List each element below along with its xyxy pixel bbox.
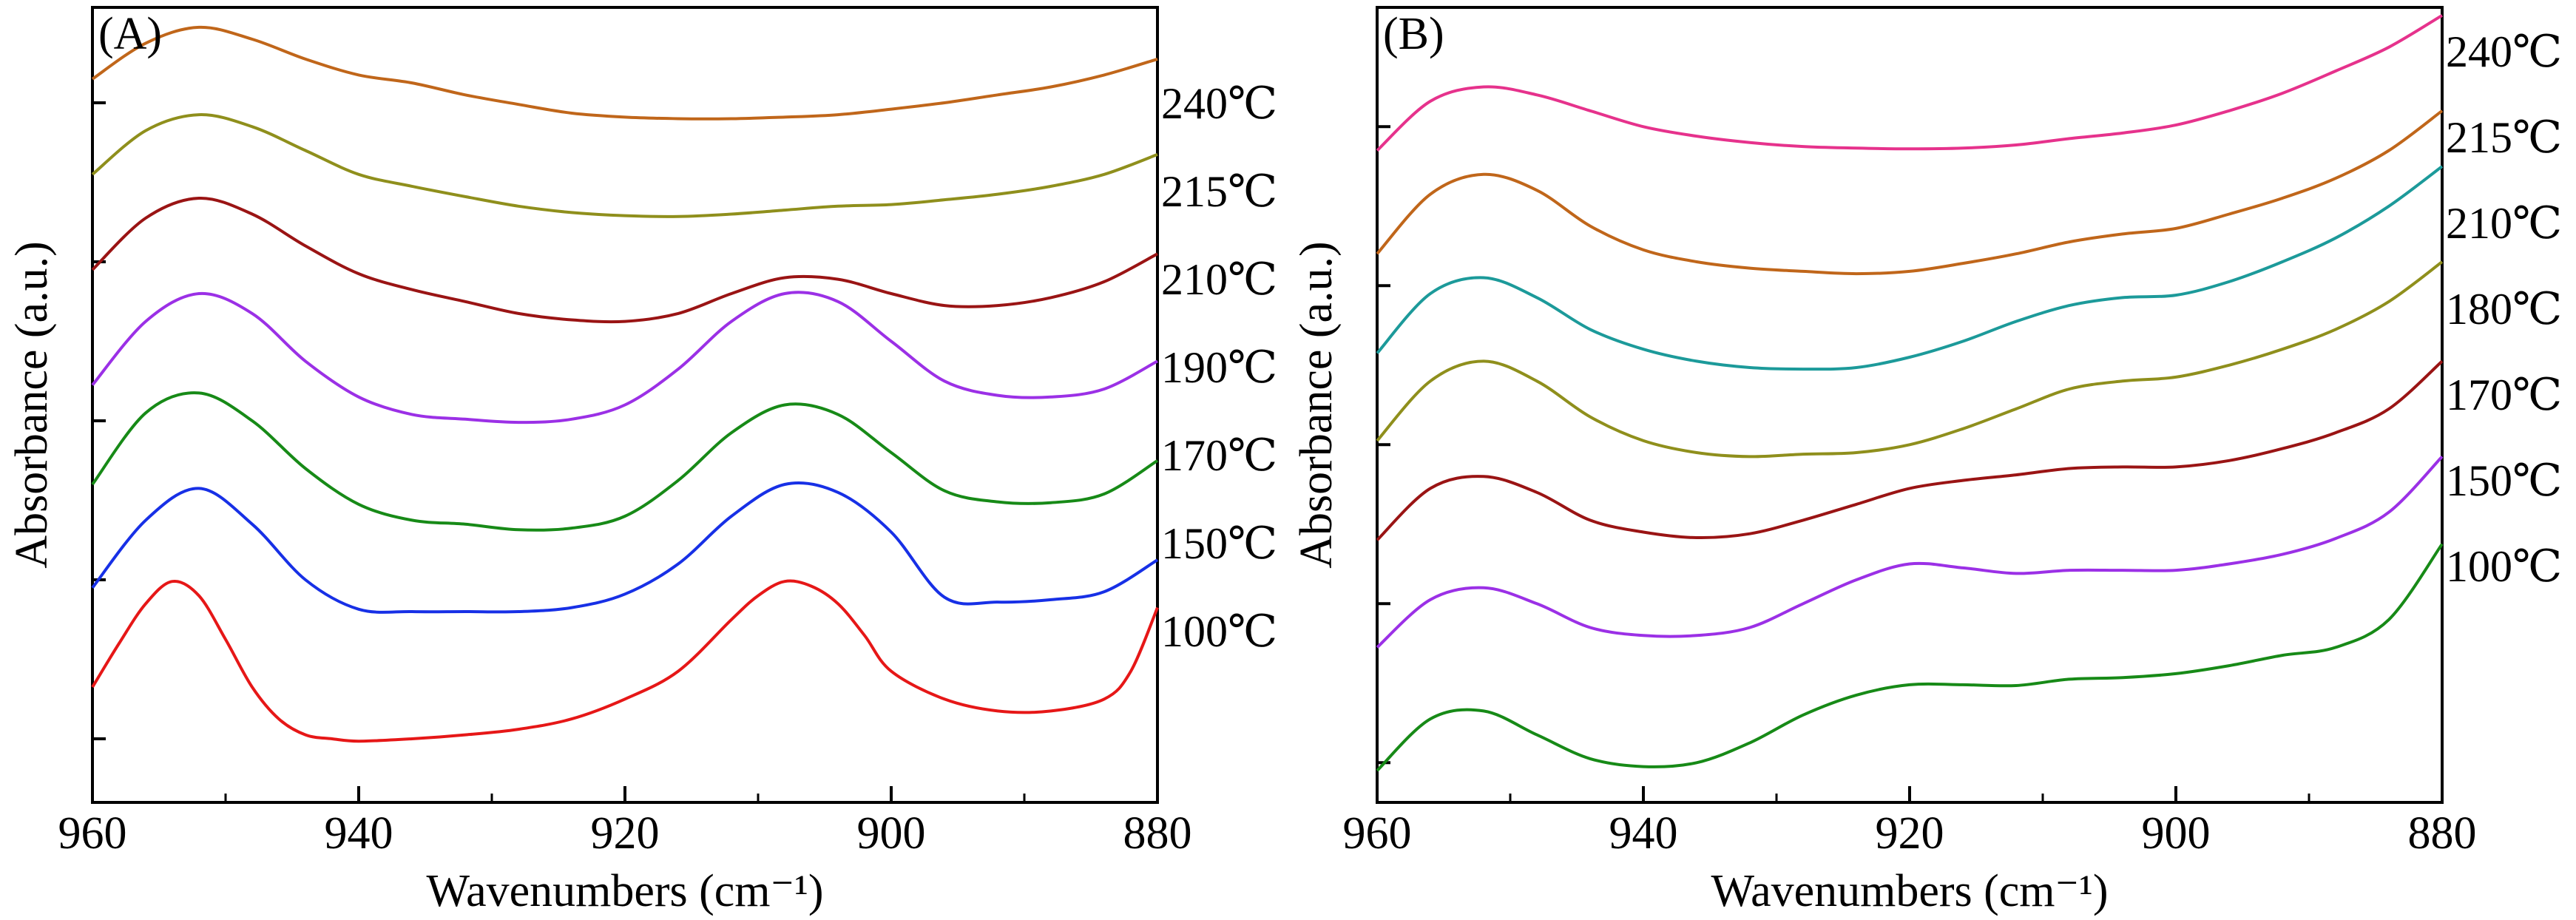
x-axis-label-a: Wavenumbers (cm⁻¹) <box>427 866 824 916</box>
series-label: 150℃ <box>2446 456 2562 505</box>
x-tick-label: 940 <box>325 808 393 859</box>
series-line <box>1376 543 2444 772</box>
y-ticks-a <box>92 101 106 740</box>
series-label: 210℃ <box>1161 255 1277 304</box>
plot-frame-b <box>1376 6 2444 804</box>
series-label: 170℃ <box>1161 431 1277 480</box>
series-line <box>91 391 1159 532</box>
panel-a: 960 940 920 900 880 (A) Wavenumbers (cm⁻¹) A… <box>7 6 1277 916</box>
x-ticks-b: 960 940 920 900 880 <box>1343 786 2477 859</box>
x-tick-label: 940 <box>1609 808 1678 859</box>
series-line <box>1376 165 2444 371</box>
series-line <box>91 291 1158 425</box>
x-tick-label: 960 <box>58 808 127 859</box>
panel-label-a: (A) <box>98 9 162 59</box>
series-line <box>91 113 1158 218</box>
series-label: 170℃ <box>2446 371 2562 419</box>
y-axis-label-a: Absorbance (a.u.) <box>7 241 57 568</box>
series-label: 215℃ <box>1161 167 1277 216</box>
series-label: 100℃ <box>2446 542 2562 591</box>
series-label: 215℃ <box>2446 113 2562 162</box>
series-lines-a <box>91 25 1159 743</box>
series-line <box>1376 260 2444 459</box>
x-tick-label: 900 <box>857 808 926 859</box>
x-tick-label: 960 <box>1343 808 1412 859</box>
series-line <box>1376 456 2444 649</box>
series-label: 210℃ <box>2446 199 2562 248</box>
series-label: 150℃ <box>1161 519 1277 568</box>
series-label: 190℃ <box>1161 343 1277 392</box>
y-ticks-b <box>1377 125 1390 765</box>
x-ticks-a: 960 940 920 900 880 <box>58 786 1192 859</box>
x-tick-label: 920 <box>1876 808 1944 859</box>
series-line <box>91 25 1158 121</box>
x-axis-label-b: Wavenumbers (cm⁻¹) <box>1711 866 2109 916</box>
series-line <box>91 481 1159 614</box>
series-line <box>1376 14 2444 152</box>
series-line <box>91 196 1158 324</box>
series-label: 240℃ <box>1161 79 1277 128</box>
series-labels-b: 240℃ 215℃ 210℃ 180℃ 170℃ 150℃ 100℃ <box>2446 27 2562 591</box>
x-tick-label: 880 <box>1123 808 1192 859</box>
series-line <box>1376 359 2444 541</box>
series-lines-b <box>1376 14 2444 772</box>
x-tick-label: 880 <box>2408 808 2477 859</box>
series-label: 240℃ <box>2446 27 2562 76</box>
panel-b: 960 940 920 900 880 (B) Wavenumbers (cm⁻¹) A… <box>1291 6 2562 916</box>
series-labels-a: 240℃ 215℃ 210℃ 190℃ 170℃ 150℃ 100℃ <box>1161 79 1277 656</box>
series-line <box>91 579 1159 743</box>
y-axis-label-b: Absorbance (a.u.) <box>1291 241 1342 568</box>
series-line <box>1376 109 2444 276</box>
x-tick-label: 920 <box>591 808 660 859</box>
series-label: 180℃ <box>2446 285 2562 334</box>
series-label: 100℃ <box>1161 607 1277 656</box>
x-tick-label: 900 <box>2142 808 2211 859</box>
panel-label-b: (B) <box>1383 9 1444 59</box>
